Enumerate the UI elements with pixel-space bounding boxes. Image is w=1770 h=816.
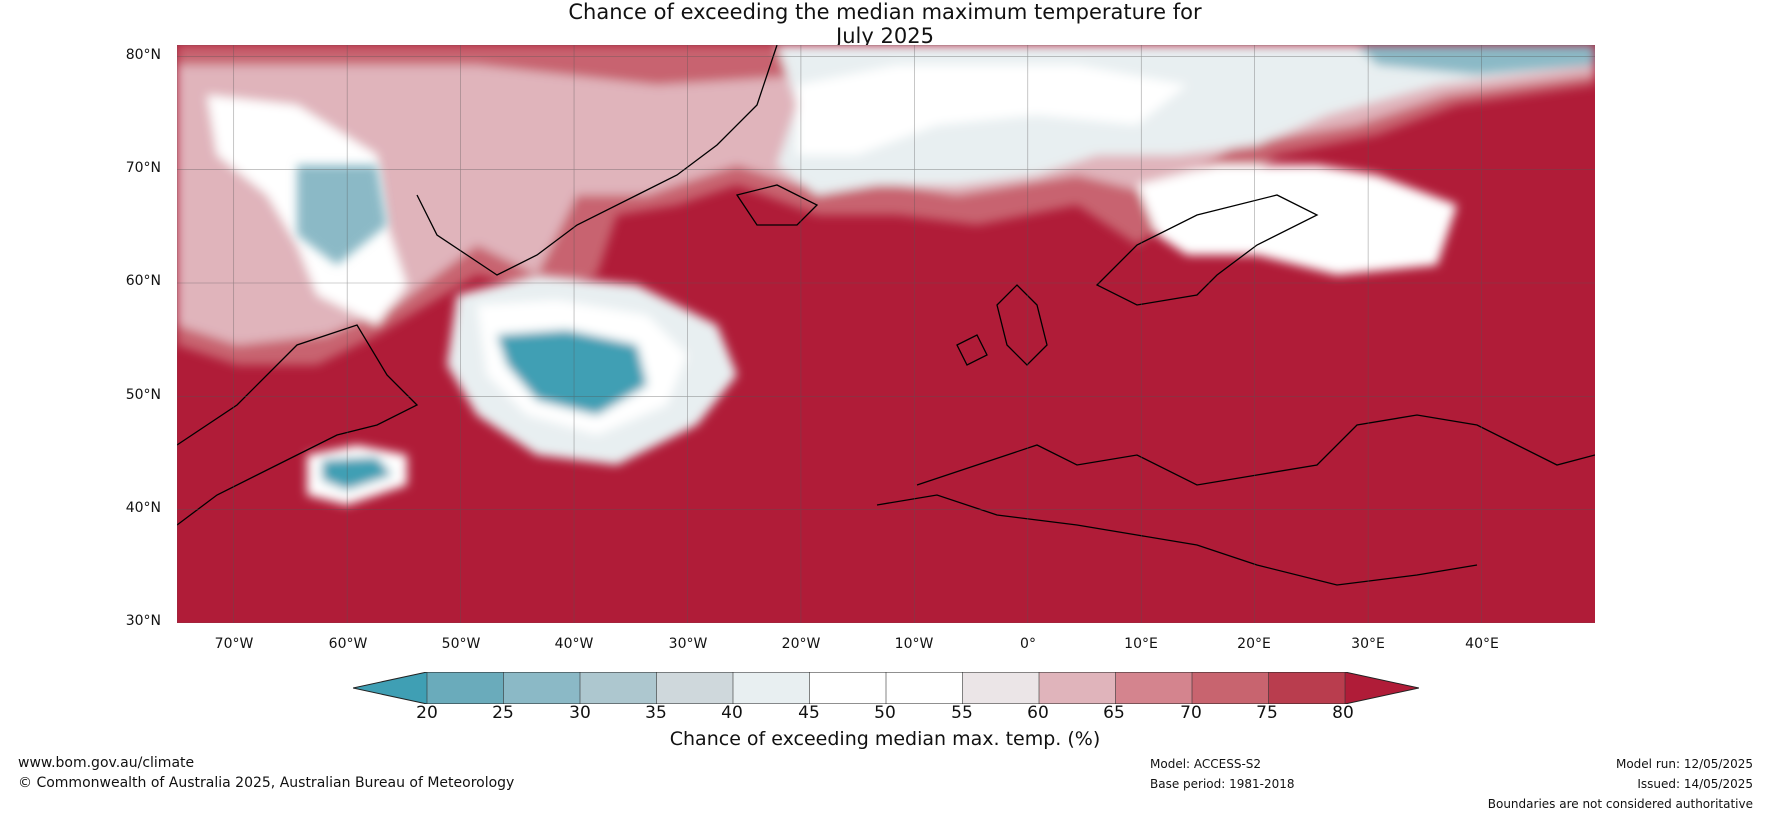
lat-label-60n: 60°N	[125, 273, 161, 289]
lat-label-70n: 70°N	[125, 160, 161, 176]
model-text: Model: ACCESS-S2	[1150, 757, 1262, 771]
colorbar-graphic	[352, 671, 1420, 705]
colorbar-tick-70: 70	[1180, 703, 1202, 723]
lon-label-0: 0°	[1020, 636, 1036, 652]
colorbar-tick-45: 45	[798, 703, 820, 723]
colorbar-tick-50: 50	[874, 703, 896, 723]
lon-label-60w: 60°W	[328, 636, 368, 652]
title-line-1: Chance of exceeding the median maximum t…	[568, 0, 1202, 24]
probability-map	[177, 45, 1595, 623]
lon-label-10e: 10°E	[1124, 636, 1158, 652]
base-period-text: Base period: 1981-2018	[1150, 777, 1295, 791]
lat-label-40n: 40°N	[125, 500, 161, 516]
colorbar-segment	[733, 672, 810, 704]
lon-label-40e: 40°E	[1465, 636, 1499, 652]
colorbar-segment	[427, 672, 504, 704]
colorbar-segment	[962, 672, 1040, 704]
colorbar-tick-55: 55	[951, 703, 973, 723]
colorbar-segment	[1192, 672, 1269, 704]
colorbar-segment	[1268, 672, 1346, 704]
map-canvas	[177, 45, 1595, 623]
colorbar-tick-80: 80	[1332, 703, 1354, 723]
colorbar-segment	[886, 672, 963, 704]
colorbar-segment	[503, 672, 581, 704]
colorbar-extend-low	[353, 672, 427, 704]
website-link[interactable]: www.bom.gov.au/climate	[18, 755, 195, 771]
map-title: Chance of exceeding the median maximum t…	[0, 0, 1770, 48]
colorbar	[352, 671, 1420, 705]
colorbar-tick-65: 65	[1103, 703, 1125, 723]
probability-shading	[177, 45, 1595, 365]
colorbar-segment	[580, 672, 657, 704]
lon-label-30w: 30°W	[668, 636, 708, 652]
colorbar-segment	[656, 672, 734, 704]
lat-label-80n: 80°N	[125, 47, 161, 63]
lat-label-50n: 50°N	[125, 387, 161, 403]
coastlines	[177, 45, 1595, 586]
colorbar-segment	[1039, 672, 1116, 704]
lon-label-70w: 70°W	[214, 636, 254, 652]
colorbar-tick-75: 75	[1256, 703, 1278, 723]
disclaimer-text: Boundaries are not considered authoritat…	[1487, 797, 1753, 811]
model-run-text: Model run: 12/05/2025	[1615, 757, 1753, 771]
colorbar-tick-25: 25	[492, 703, 514, 723]
colorbar-segment	[809, 672, 887, 704]
colorbar-extend-high	[1345, 672, 1419, 704]
colorbar-label: Chance of exceeding median max. temp. (%…	[669, 728, 1101, 750]
colorbar-segment	[1115, 672, 1193, 704]
colorbar-tick-35: 35	[645, 703, 667, 723]
colorbar-tick-40: 40	[721, 703, 743, 723]
colorbar-tick-30: 30	[569, 703, 591, 723]
lon-label-10w: 10°W	[894, 636, 934, 652]
lon-label-50w: 50°W	[441, 636, 481, 652]
lon-label-20e: 20°E	[1237, 636, 1271, 652]
copyright-text: © Commonwealth of Australia 2025, Austra…	[18, 775, 515, 791]
lon-label-30e: 30°E	[1351, 636, 1385, 652]
issued-text: Issued: 14/05/2025	[1637, 777, 1753, 791]
colorbar-tick-20: 20	[416, 703, 438, 723]
title-line-2: July 2025	[836, 24, 934, 48]
colorbar-tick-60: 60	[1027, 703, 1049, 723]
lat-label-30n: 30°N	[125, 613, 161, 629]
lon-label-40w: 40°W	[554, 636, 594, 652]
lon-label-20w: 20°W	[781, 636, 821, 652]
